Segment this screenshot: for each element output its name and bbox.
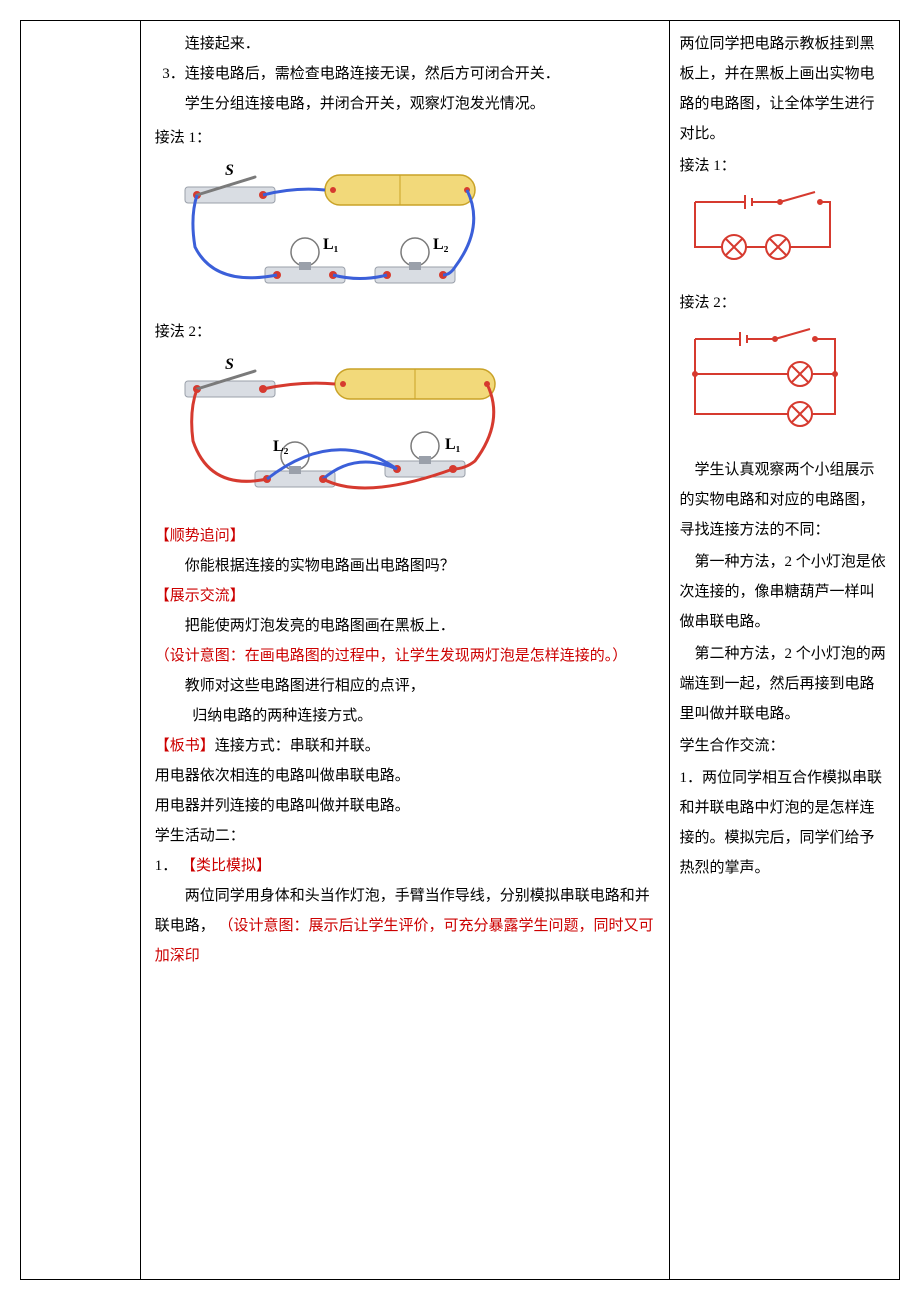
line-students: 学生分组连接电路，并闭合开关，观察灯泡发光情况。 [155, 89, 655, 119]
physical-circuit-2: S L₂ L₁ [155, 351, 655, 511]
def-parallel: 用电器并列连接的电路叫做并联电路。 [155, 791, 655, 821]
board-head: 【板书】 [155, 738, 215, 754]
analog-num: 1． [155, 858, 178, 874]
analog-line: 1． 【类比模拟】 [155, 851, 655, 881]
label-S: S [225, 162, 234, 179]
design-intent-1: （设计意图：在画电路图的过程中，让学生发现两灯泡是怎样连接的。） [155, 641, 655, 671]
col-middle: 连接起来． 3．连接电路后，需检查电路连接无误，然后方可闭合开关． 学生分组连接… [141, 21, 670, 1279]
schematic-parallel [680, 324, 890, 445]
r-method1: 接法 1： [680, 151, 890, 181]
show-body: 把能使两灯泡发亮的电路图画在黑板上． [155, 611, 655, 641]
analog-head: 【类比模拟】 [181, 858, 271, 874]
r-coop1: 1．两位同学相互合作模拟串联和并联电路中灯泡的是怎样连接的。模拟完后，同学们给予… [680, 763, 890, 883]
line-connect: 连接起来． [155, 29, 655, 59]
activity-2: 学生活动二： [155, 821, 655, 851]
method2-label: 接法 2： [155, 317, 655, 347]
board-line: 【板书】连接方式：串联和并联。 [155, 731, 655, 761]
method1-label: 接法 1： [155, 123, 655, 153]
label-L2a: L₂ [433, 236, 449, 253]
def-series: 用电器依次相连的电路叫做串联电路。 [155, 761, 655, 791]
col-right: 两位同学把电路示教板挂到黑板上，并在黑板上画出实物电路的电路图，让全体学生进行对… [670, 21, 900, 1279]
r-method2: 接法 2： [680, 288, 890, 318]
label-L1b: L₁ [445, 436, 461, 453]
board-tail: 连接方式：串联和并联。 [215, 738, 380, 754]
followup-head: 【顺势追问】 [155, 521, 655, 551]
schematic-series [680, 187, 890, 278]
physical-circuit-1: S L₁ L₂ [155, 157, 655, 307]
line-step3: 3．连接电路后，需检查电路连接无误，然后方可闭合开关． [155, 59, 655, 89]
teacher-summary: 归纳电路的两种连接方式。 [155, 701, 655, 731]
label-L1a: L₁ [323, 236, 339, 253]
show-head: 【展示交流】 [155, 581, 655, 611]
teacher-comment: 教师对这些电路图进行相应的点评， [155, 671, 655, 701]
analog-body-b: （设计意图：展示后让学生评价，可充分暴露学生问题，同时又可加深印 [155, 918, 654, 964]
analog-body: 两位同学用身体和头当作灯泡，手臂当作导线，分别模拟串联电路和并联电路， （设计意… [155, 881, 655, 971]
r-coop: 学生合作交流： [680, 731, 890, 761]
r-observe: 学生认真观察两个小组展示的实物电路和对应的电路图，寻找连接方法的不同： [680, 455, 890, 545]
r-second: 第二种方法，2 个小灯泡的两端连到一起，然后再接到电路里叫做并联电路。 [680, 639, 890, 729]
col-left-empty [21, 21, 141, 1279]
r-intro: 两位同学把电路示教板挂到黑板上，并在黑板上画出实物电路的电路图，让全体学生进行对… [680, 29, 890, 149]
label-L2b: L₂ [273, 438, 289, 455]
label-Sb: S [225, 356, 234, 373]
page-table: 连接起来． 3．连接电路后，需检查电路连接无误，然后方可闭合开关． 学生分组连接… [20, 20, 900, 1280]
followup-body: 你能根据连接的实物电路画出电路图吗？ [155, 551, 655, 581]
r-first: 第一种方法，2 个小灯泡是依次连接的，像串糖葫芦一样叫做串联电路。 [680, 547, 890, 637]
